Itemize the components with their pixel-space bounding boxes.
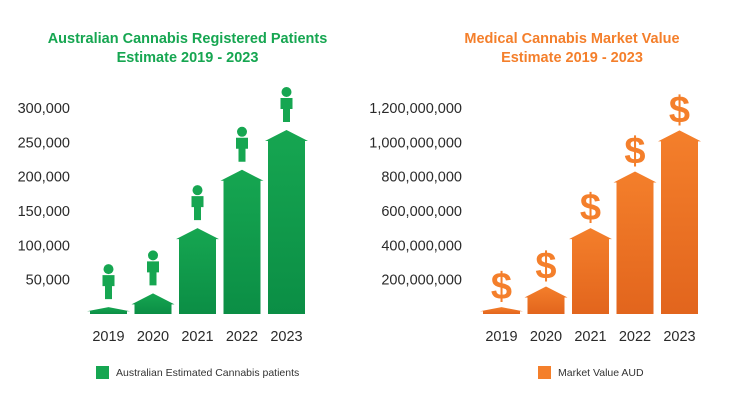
y-tick-label: 50,000 — [26, 273, 70, 289]
person-icon — [236, 126, 248, 162]
chart-title-line-2: Estimate 2019 - 2023 — [501, 50, 643, 66]
patients-chart: Australian Cannabis Registered Patients … — [0, 30, 375, 379]
legend-label: Australian Estimated Cannabis patients — [116, 366, 300, 379]
x-tick-label: 2019 — [92, 329, 124, 345]
bar — [87, 307, 130, 314]
y-tick-label: 200,000,000 — [381, 273, 462, 289]
x-tick-label: 2023 — [663, 329, 695, 345]
dollar-sign-icon: $ — [624, 131, 645, 173]
chart-title-line-1: Australian Cannabis Registered Patients — [47, 31, 328, 47]
legend-swatch — [538, 366, 551, 379]
chart-title: Australian Cannabis Registered Patients … — [0, 30, 375, 68]
x-tick-label: 2019 — [485, 329, 517, 345]
x-tick-label: 2022 — [619, 329, 651, 345]
x-tick-label: 2022 — [226, 329, 258, 345]
y-tick-label: 100,000 — [18, 238, 70, 254]
y-tick-label: 800,000,000 — [381, 170, 462, 186]
bar — [613, 171, 657, 314]
chart-title-line-2: Estimate 2019 - 2023 — [116, 50, 259, 66]
bar — [131, 293, 175, 314]
legend-swatch — [96, 366, 109, 379]
dollar-sign-icon: $ — [535, 246, 556, 288]
chart-legend: Market Value AUD — [538, 366, 644, 379]
person-icon — [191, 185, 204, 221]
bar — [524, 286, 568, 314]
person-icon — [147, 250, 159, 286]
x-tick-label: 2021 — [574, 329, 606, 345]
chart-title: Medical Cannabis Market Value Estimate 2… — [395, 30, 749, 68]
market-value-chart: Medical Cannabis Market Value Estimate 2… — [369, 0, 749, 403]
y-tick-label: 200,000 — [18, 170, 70, 186]
y-tick-label: 250,000 — [18, 135, 70, 151]
x-tick-label: 2020 — [137, 329, 169, 345]
dollar-sign-icon: $ — [580, 187, 601, 229]
y-tick-label: 300,000 — [18, 101, 70, 117]
x-tick-label: 2020 — [530, 329, 562, 345]
y-tick-label: 400,000,000 — [381, 238, 462, 254]
dollar-sign-icon: $ — [669, 89, 690, 131]
y-tick-label: 1,200,000,000 — [369, 101, 462, 117]
bar — [658, 130, 701, 314]
person-icon — [102, 264, 115, 300]
y-tick-label: 150,000 — [18, 204, 70, 220]
person-icon — [280, 86, 293, 122]
y-tick-label: 600,000,000 — [381, 204, 462, 220]
chart-title-line-1: Medical Cannabis Market Value — [464, 31, 680, 47]
dollar-sign-icon: $ — [491, 266, 512, 308]
patients-chart-plot: 50,000 100,000 150,000 200,000 250,000 300,00… — [18, 86, 308, 345]
chart-legend: Australian Estimated Cannabis patients — [96, 366, 299, 379]
bar — [176, 228, 219, 314]
x-tick-label: 2023 — [270, 329, 302, 345]
bar — [265, 129, 308, 314]
y-tick-label: 1,000,000,000 — [369, 135, 462, 151]
bar — [220, 169, 264, 314]
x-tick-label: 2021 — [181, 329, 213, 345]
bar — [569, 228, 612, 314]
market-value-chart-plot: 200,000,000 400,000,000 600,000,000 800,000… — [369, 89, 701, 345]
bar — [480, 307, 523, 314]
legend-label: Market Value AUD — [558, 366, 644, 379]
